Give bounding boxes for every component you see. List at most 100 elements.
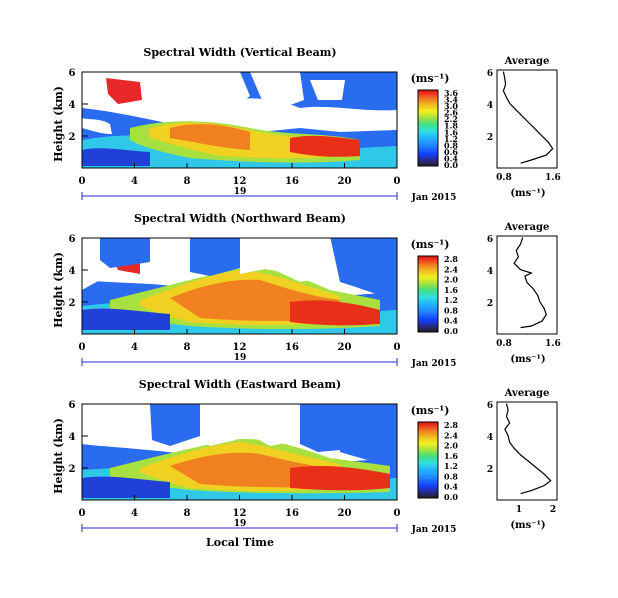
y-axis: 6 4 2 Height (km) bbox=[52, 68, 88, 162]
date-label: Jan 2015 bbox=[411, 193, 457, 203]
x-tick-label: 8 bbox=[184, 342, 191, 353]
x-tick-label: 12 bbox=[233, 176, 247, 187]
x-tick-label: 8 bbox=[184, 176, 191, 187]
x-tick-label: 0 bbox=[394, 176, 401, 187]
y-tick-label: 2 bbox=[69, 298, 76, 309]
x-tick-label: 0 bbox=[394, 508, 401, 519]
y-axis-label: Height (km) bbox=[52, 252, 65, 328]
colorbar-ticks: 2.82.42.01.61.20.80.40.0 bbox=[444, 420, 458, 502]
average-profile: Average 6 4 2 0.8 1.6 (ms⁻¹) bbox=[487, 222, 561, 365]
avg-y-tick: 2 bbox=[487, 133, 493, 143]
x-tick-label: 20 bbox=[338, 176, 352, 187]
colorbar-tick-label: 0.6 bbox=[444, 147, 458, 157]
colorbar: (ms⁻¹) 3.63.43.02.62.21.81.61.20.80.60.4… bbox=[411, 72, 459, 170]
colorbar-tick-label: 0.8 bbox=[444, 140, 458, 150]
colorbar-tick-label: 0.4 bbox=[444, 482, 458, 492]
colorbar-tick-label: 0.0 bbox=[444, 492, 458, 502]
colorbar-ticks: 3.63.43.02.62.21.81.61.20.80.60.40.0 bbox=[444, 88, 458, 170]
avg-x-label: (ms⁻¹) bbox=[510, 520, 545, 531]
date-bar: 19 Jan 2015 bbox=[81, 187, 457, 203]
avg-y-tick: 6 bbox=[487, 69, 493, 79]
x-axis-label: Local Time bbox=[206, 536, 274, 549]
colorbar-tick-label: 1.6 bbox=[444, 127, 458, 137]
panel-title: Spectral Width (Northward Beam) bbox=[134, 212, 346, 225]
y-tick-label: 2 bbox=[69, 132, 76, 143]
avg-x-tick: 1.6 bbox=[545, 173, 561, 183]
colorbar-tick-label: 1.8 bbox=[444, 121, 458, 131]
average-line bbox=[502, 71, 554, 164]
avg-x-label: (ms⁻¹) bbox=[510, 188, 545, 199]
y-tick-label: 4 bbox=[69, 266, 76, 277]
x-tick-label: 20 bbox=[338, 342, 352, 353]
x-tick-label: 16 bbox=[285, 508, 299, 519]
colorbar-tick-label: 2.8 bbox=[444, 254, 458, 264]
colorbar-tick-label: 2.4 bbox=[444, 264, 458, 274]
avg-x-tick: 1.6 bbox=[545, 339, 561, 349]
colorbar-tick-label: 0.8 bbox=[444, 471, 458, 481]
day-label: 19 bbox=[234, 519, 247, 529]
avg-y-tick: 6 bbox=[487, 235, 493, 245]
avg-y-tick: 2 bbox=[487, 299, 493, 309]
x-tick-label: 8 bbox=[184, 508, 191, 519]
x-tick-label: 20 bbox=[338, 508, 352, 519]
colorbar-unit: (ms⁻¹) bbox=[411, 72, 450, 85]
heatmap bbox=[82, 404, 397, 500]
colorbar-tick-label: 1.2 bbox=[444, 295, 458, 305]
y-axis-label: Height (km) bbox=[52, 418, 65, 494]
colorbar-unit: (ms⁻¹) bbox=[411, 404, 450, 417]
avg-x-tick: 0.8 bbox=[496, 173, 512, 183]
colorbar-tick-label: 0.0 bbox=[444, 160, 458, 170]
colorbar-tick-label: 2.6 bbox=[444, 108, 458, 118]
avg-x-tick: 1 bbox=[516, 505, 522, 515]
date-label: Jan 2015 bbox=[411, 525, 457, 535]
colorbar-tick-label: 2.0 bbox=[444, 275, 458, 285]
y-tick-label: 6 bbox=[69, 400, 76, 411]
y-tick-label: 4 bbox=[69, 432, 76, 443]
x-tick-label: 4 bbox=[131, 342, 138, 353]
colorbar-tick-label: 3.0 bbox=[444, 101, 458, 111]
y-tick-label: 6 bbox=[69, 68, 76, 79]
x-tick-label: 12 bbox=[233, 342, 247, 353]
x-tick-label: 4 bbox=[131, 508, 138, 519]
colorbar: (ms⁻¹) 2.82.42.01.61.20.80.40.0 bbox=[411, 404, 459, 502]
colorbar-tick-label: 0.4 bbox=[444, 153, 458, 163]
x-tick-label: 16 bbox=[285, 176, 299, 187]
day-label: 19 bbox=[234, 187, 247, 197]
x-axis: 0 4 8 12 16 20 0 bbox=[79, 163, 401, 187]
colorbar-tick-label: 1.6 bbox=[444, 285, 458, 295]
x-tick-label: 4 bbox=[131, 176, 138, 187]
average-profile: Average 6 4 2 1 2 (ms⁻¹) bbox=[487, 388, 558, 531]
average-title: Average bbox=[504, 222, 550, 233]
avg-y-tick: 6 bbox=[487, 401, 493, 411]
colorbar-tick-label: 3.4 bbox=[444, 95, 458, 105]
average-title: Average bbox=[504, 56, 550, 67]
colorbar-ticks: 2.82.42.01.61.20.80.40.0 bbox=[444, 254, 458, 336]
date-bar: 19 Jan 2015 Local Time bbox=[81, 519, 457, 549]
colorbar-tick-label: 2.0 bbox=[444, 441, 458, 451]
heatmap bbox=[82, 238, 397, 334]
x-tick-label: 12 bbox=[233, 508, 247, 519]
x-tick-label: 0 bbox=[79, 176, 86, 187]
y-tick-label: 4 bbox=[69, 100, 76, 111]
avg-x-label: (ms⁻¹) bbox=[510, 354, 545, 365]
colorbar-tick-label: 1.6 bbox=[444, 451, 458, 461]
avg-y-tick: 4 bbox=[487, 101, 493, 111]
y-axis-label: Height (km) bbox=[52, 86, 65, 162]
colorbar: (ms⁻¹) 2.82.42.01.61.20.80.40.0 bbox=[411, 238, 459, 336]
avg-x-tick: 0.8 bbox=[496, 339, 512, 349]
colorbar-tick-label: 0.4 bbox=[444, 316, 458, 326]
x-axis: 0 4 8 12 16 20 0 bbox=[79, 329, 401, 353]
y-axis: 6 4 2 Height (km) bbox=[52, 234, 88, 328]
date-bar: 19 Jan 2015 bbox=[81, 353, 456, 369]
average-title: Average bbox=[504, 388, 550, 399]
avg-y-tick: 2 bbox=[487, 465, 493, 475]
heatmap bbox=[82, 72, 397, 168]
y-axis: 6 4 2 Height (km) bbox=[52, 400, 88, 494]
colorbar-tick-label: 0.8 bbox=[444, 305, 458, 315]
colorbar-tick-label: 0.0 bbox=[444, 326, 458, 336]
day-label: 19 bbox=[234, 353, 247, 363]
x-tick-label: 0 bbox=[79, 342, 86, 353]
panel-northward-beam: Spectral Width (Northward Beam) 6 4 bbox=[52, 212, 561, 369]
colorbar-tick-label: 1.2 bbox=[444, 461, 458, 471]
colorbar-tick-label: 3.6 bbox=[444, 88, 458, 98]
